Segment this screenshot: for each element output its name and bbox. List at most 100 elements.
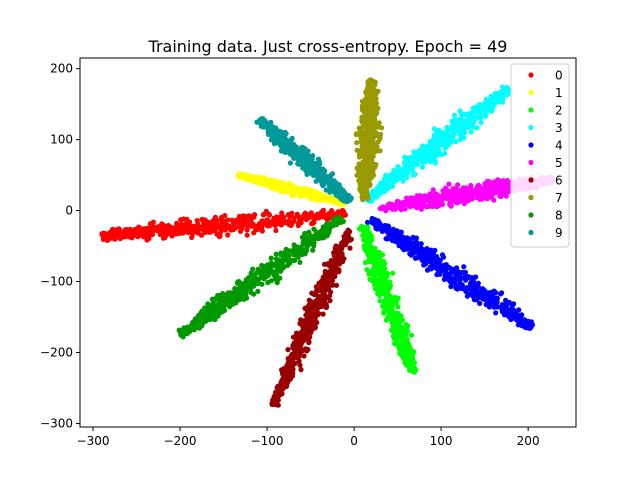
point: [325, 194, 331, 200]
point: [389, 231, 395, 237]
point: [484, 196, 490, 202]
point: [248, 223, 254, 229]
point: [376, 270, 382, 276]
point: [144, 237, 150, 243]
point: [419, 164, 425, 170]
point: [339, 240, 345, 246]
point: [380, 258, 386, 264]
point: [201, 220, 207, 226]
point: [150, 219, 156, 225]
point: [202, 305, 208, 311]
point: [359, 164, 365, 170]
point: [451, 112, 458, 118]
point: [410, 155, 416, 161]
point: [313, 319, 319, 325]
point: [270, 218, 277, 224]
point: [195, 229, 201, 235]
point: [252, 212, 258, 218]
point: [246, 275, 252, 281]
point: [262, 218, 268, 225]
point: [461, 264, 467, 270]
point: [333, 243, 339, 249]
point: [354, 147, 360, 153]
point: [404, 175, 410, 181]
point: [489, 298, 495, 305]
point: [368, 243, 374, 250]
point: [440, 134, 446, 140]
point: [306, 338, 312, 345]
point: [317, 234, 323, 240]
point: [470, 278, 477, 284]
point: [375, 123, 381, 129]
point: [384, 272, 390, 278]
point: [303, 238, 309, 244]
point: [182, 221, 188, 227]
point: [427, 191, 433, 197]
point: [469, 196, 475, 202]
point: [232, 292, 238, 299]
point: [285, 212, 291, 218]
point: [264, 262, 270, 268]
point: [400, 317, 406, 323]
point: [266, 212, 272, 218]
point: [334, 267, 340, 273]
point: [414, 241, 420, 247]
point: [499, 306, 505, 312]
point: [296, 244, 302, 250]
point: [238, 222, 244, 228]
point: [236, 171, 242, 177]
point: [391, 329, 397, 335]
point: [432, 132, 438, 138]
point: [383, 208, 389, 214]
point: [136, 227, 142, 233]
point: [307, 334, 313, 340]
point: [408, 332, 415, 338]
scatter-points: [99, 77, 556, 408]
point: [464, 293, 470, 299]
point: [399, 338, 406, 344]
point: [362, 192, 369, 198]
point: [457, 197, 463, 203]
point: [339, 251, 345, 257]
point: [436, 195, 442, 202]
point: [468, 118, 474, 125]
point: [482, 185, 488, 191]
point: [214, 224, 220, 230]
point: [277, 267, 284, 274]
point: [384, 186, 390, 192]
point: [362, 117, 369, 123]
point: [212, 296, 218, 302]
point: [510, 301, 517, 307]
point: [493, 185, 499, 191]
point: [504, 302, 510, 308]
point: [507, 310, 513, 316]
point: [468, 123, 474, 129]
point: [204, 226, 210, 232]
point: [244, 285, 250, 292]
point: [368, 161, 374, 168]
point: [256, 269, 262, 275]
point: [273, 227, 279, 234]
point: [474, 125, 480, 131]
point: [440, 262, 446, 268]
point: [376, 183, 383, 189]
point: [402, 168, 408, 174]
point: [365, 219, 371, 225]
point: [315, 293, 321, 299]
point: [181, 225, 187, 231]
point: [410, 364, 416, 370]
point: [377, 148, 383, 154]
point: [500, 178, 506, 184]
point: [311, 240, 317, 246]
point: [373, 146, 379, 152]
point: [265, 279, 271, 286]
point: [301, 353, 307, 359]
point: [425, 249, 431, 255]
point: [381, 301, 387, 307]
point: [452, 121, 458, 127]
point: [407, 200, 413, 206]
point: [462, 122, 469, 128]
point: [221, 223, 227, 230]
point: [347, 245, 353, 251]
point: [367, 276, 373, 282]
